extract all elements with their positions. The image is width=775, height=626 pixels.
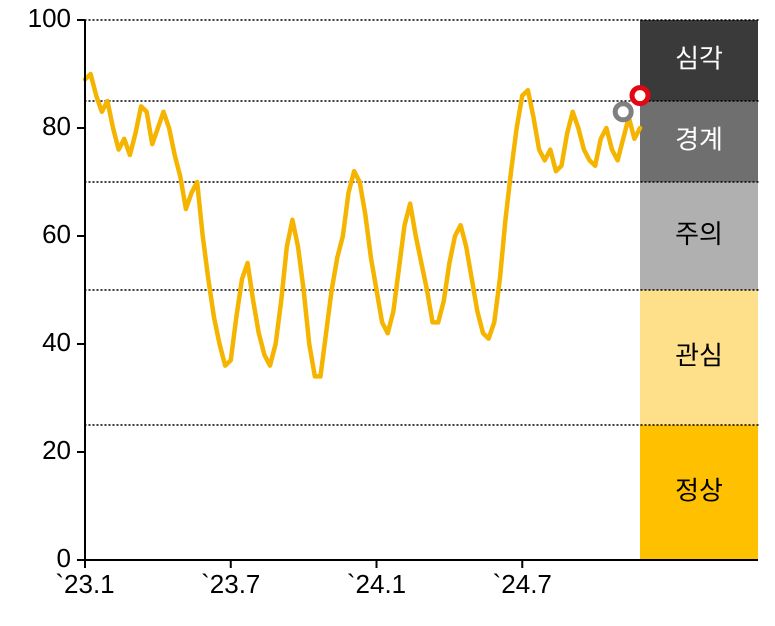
x-tick-label: `23.1: [55, 569, 114, 599]
risk-band-label: 관심: [675, 340, 723, 370]
risk-band-label: 경계: [675, 124, 723, 154]
y-tick-label: 100: [28, 3, 71, 33]
x-tick-label: `24.7: [493, 569, 552, 599]
line-chart: 심각경계주의관심정상020406080100`23.1`23.7`24.1`24…: [0, 0, 775, 626]
risk-band-label: 주의: [675, 219, 723, 249]
y-tick-label: 80: [42, 111, 71, 141]
highlight-marker: [615, 104, 631, 120]
y-tick-label: 20: [42, 435, 71, 465]
risk-band-label: 심각: [675, 43, 723, 73]
y-tick-label: 60: [42, 219, 71, 249]
y-tick-label: 40: [42, 327, 71, 357]
risk-band-label: 정상: [675, 475, 723, 505]
x-tick-label: `24.1: [347, 569, 406, 599]
highlight-marker: [632, 88, 648, 104]
chart-container: 심각경계주의관심정상020406080100`23.1`23.7`24.1`24…: [0, 0, 775, 626]
x-tick-label: `23.7: [201, 569, 260, 599]
